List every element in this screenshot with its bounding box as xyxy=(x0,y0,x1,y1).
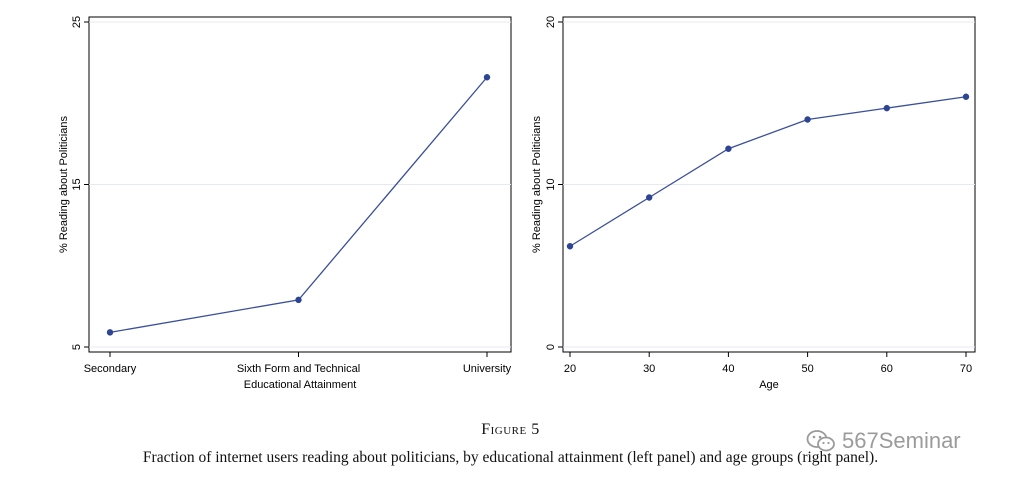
data-point xyxy=(295,296,302,304)
data-point xyxy=(962,93,970,100)
series-line xyxy=(569,96,967,247)
data-point xyxy=(483,74,491,81)
watermark-text: 567Seminar xyxy=(842,428,961,453)
y-tick-label: 10 xyxy=(545,178,557,190)
watermark: 567Seminar xyxy=(806,428,961,454)
data-point xyxy=(725,145,732,152)
right-panel-age: 0 10 20 20 30 40 50 60 70 Age % Reading about Poli… xyxy=(531,16,976,391)
y-tick-label: 0 xyxy=(545,344,557,350)
x-tick-label: Sixth Form and Technical xyxy=(237,363,360,375)
x-axis-label: Educational Attainment xyxy=(244,379,357,391)
x-tick-label: University xyxy=(463,363,512,375)
y-tick-label: 20 xyxy=(545,16,557,28)
wechat-icon xyxy=(806,430,835,452)
figure-title-text: Figure 5 xyxy=(481,421,540,438)
x-tick-label: 50 xyxy=(801,363,813,375)
figure-caption: Fraction of internet users reading about… xyxy=(142,449,879,466)
data-point xyxy=(566,243,574,250)
x-tick-label: 40 xyxy=(722,363,734,375)
x-tick-label: Secondary xyxy=(84,363,137,375)
y-tick-label: 15 xyxy=(71,178,83,190)
y-tick-label: 25 xyxy=(71,16,83,28)
figure-title: Figure 5 xyxy=(0,421,1021,439)
x-axis-label: Age xyxy=(759,379,779,391)
x-tick-label: 60 xyxy=(881,363,893,375)
left-panel-education: 5 15 25 Secondary Sixth Form and Technical Un… xyxy=(58,16,512,391)
y-tick-label: 5 xyxy=(71,344,83,350)
x-tick-label: 70 xyxy=(960,363,972,375)
x-tick-label: 30 xyxy=(643,363,655,375)
data-point xyxy=(804,116,811,123)
y-axis-label: % Reading about Politicians xyxy=(531,116,543,253)
data-point xyxy=(883,104,890,112)
data-point xyxy=(106,329,114,336)
x-tick-label: 20 xyxy=(564,363,576,375)
data-point xyxy=(646,194,653,201)
y-axis-label: % Reading about Politicians xyxy=(58,116,70,253)
